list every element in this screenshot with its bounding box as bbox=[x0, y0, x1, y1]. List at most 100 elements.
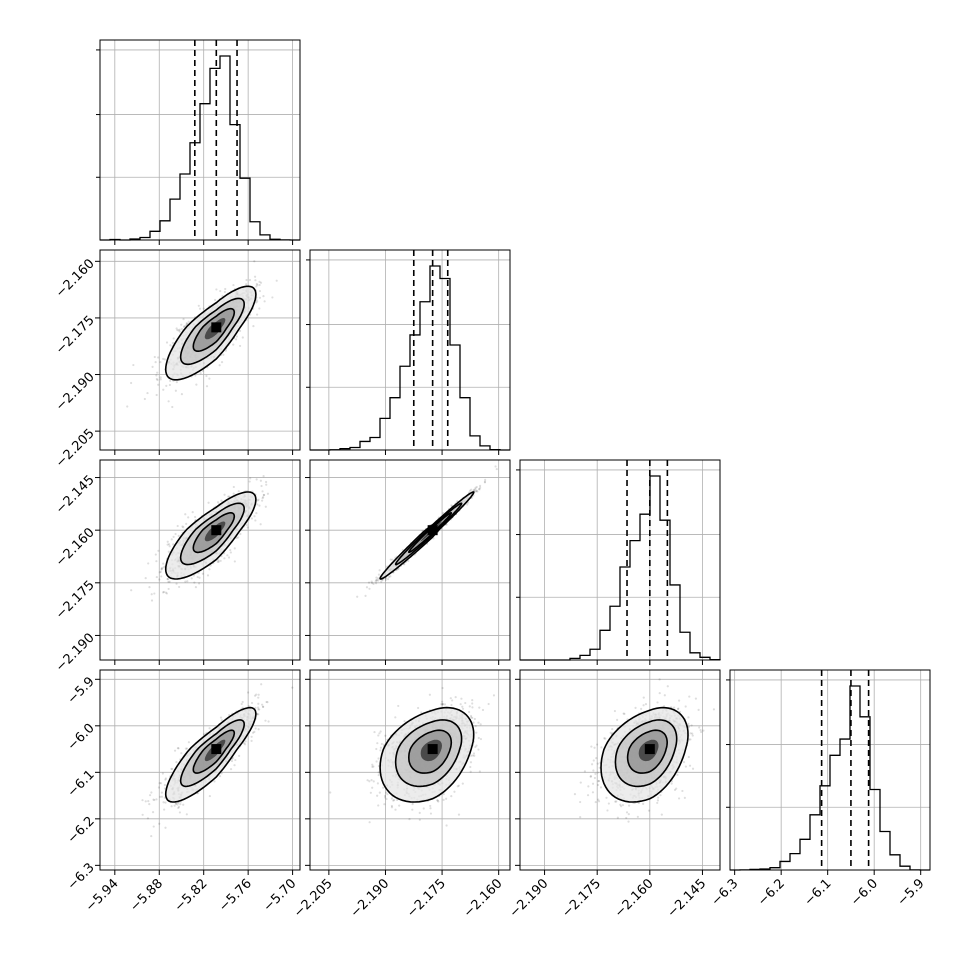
sample-point bbox=[258, 280, 261, 283]
sample-point bbox=[239, 532, 242, 536]
sample-point bbox=[194, 515, 197, 519]
sample-point bbox=[475, 489, 478, 493]
sample-point bbox=[470, 488, 473, 491]
sample-point bbox=[167, 580, 170, 583]
sample-point bbox=[208, 727, 211, 730]
density-peak bbox=[211, 525, 222, 536]
sample-point bbox=[162, 590, 166, 594]
sample-point bbox=[256, 300, 259, 303]
sample-point bbox=[159, 378, 162, 381]
sample-point bbox=[242, 742, 246, 745]
density-peak bbox=[427, 525, 438, 536]
sample-point bbox=[198, 576, 201, 579]
histogram-series-0 bbox=[100, 55, 300, 241]
sample-point bbox=[161, 772, 164, 775]
scatter-panel-1-0 bbox=[95, 249, 301, 455]
sample-point bbox=[155, 374, 158, 377]
sample-point bbox=[232, 283, 235, 287]
sample-point bbox=[255, 301, 258, 304]
sample-point bbox=[159, 570, 162, 573]
sample-point bbox=[163, 358, 166, 361]
sample-point bbox=[164, 777, 168, 780]
sample-point bbox=[257, 498, 260, 501]
sample-point bbox=[256, 284, 259, 287]
sample-point bbox=[193, 581, 196, 584]
sample-point bbox=[476, 490, 479, 493]
sample-point bbox=[219, 559, 222, 562]
sample-point bbox=[166, 540, 169, 543]
sample-point bbox=[176, 329, 179, 332]
sample-point bbox=[445, 523, 448, 526]
sample-point bbox=[364, 594, 367, 597]
sample-point bbox=[206, 574, 210, 577]
sample-point bbox=[146, 391, 149, 395]
sample-point bbox=[264, 505, 267, 508]
sample-point bbox=[494, 465, 497, 468]
sample-point bbox=[256, 503, 259, 506]
sample-point bbox=[237, 536, 240, 539]
sample-point bbox=[264, 719, 267, 722]
sample-point bbox=[163, 808, 166, 811]
sample-point bbox=[252, 325, 255, 328]
sample-point bbox=[258, 283, 261, 287]
sample-point bbox=[224, 287, 227, 291]
contour-line bbox=[192, 511, 236, 554]
sample-point bbox=[143, 397, 146, 401]
sample-point bbox=[227, 495, 230, 498]
sample-point bbox=[176, 524, 179, 528]
sample-point bbox=[165, 341, 169, 344]
sample-point bbox=[157, 549, 160, 552]
sample-point bbox=[177, 329, 180, 332]
sample-point bbox=[234, 758, 237, 762]
sample-point bbox=[174, 802, 178, 806]
sample-point bbox=[245, 283, 248, 286]
sample-point bbox=[232, 343, 235, 346]
sample-point bbox=[377, 577, 380, 580]
sample-point bbox=[187, 320, 190, 323]
hist-panel-3 bbox=[726, 669, 931, 875]
sample-point bbox=[161, 591, 165, 594]
hist-panel-1 bbox=[306, 249, 511, 455]
sample-point bbox=[229, 548, 232, 552]
density-peak bbox=[211, 322, 222, 333]
sample-point bbox=[479, 484, 482, 487]
sample-point bbox=[151, 365, 154, 368]
sample-point bbox=[258, 296, 262, 299]
sample-point bbox=[215, 288, 218, 291]
sample-point bbox=[168, 580, 171, 583]
sample-point bbox=[258, 504, 261, 507]
contour-line bbox=[407, 511, 453, 554]
sample-point bbox=[158, 822, 161, 825]
density-layer bbox=[141, 683, 294, 838]
sample-point bbox=[198, 307, 202, 310]
sample-point bbox=[169, 379, 172, 382]
sample-point bbox=[375, 576, 378, 579]
sample-point bbox=[192, 574, 196, 577]
sample-point bbox=[250, 517, 254, 520]
sample-point bbox=[255, 511, 258, 515]
sample-point bbox=[177, 747, 180, 750]
scatter-panel-3-0 bbox=[95, 669, 301, 875]
sample-point bbox=[162, 562, 165, 565]
sample-point bbox=[148, 586, 151, 589]
sample-point bbox=[172, 337, 175, 340]
sample-point bbox=[182, 318, 185, 321]
sample-point bbox=[185, 322, 188, 325]
sample-point bbox=[251, 731, 255, 734]
sample-point bbox=[368, 587, 371, 590]
sample-point bbox=[254, 279, 257, 282]
sample-point bbox=[220, 499, 223, 502]
sample-point bbox=[442, 511, 445, 515]
panel-frame bbox=[99, 39, 301, 241]
sample-point bbox=[202, 307, 205, 310]
sample-point bbox=[365, 586, 369, 589]
sample-point bbox=[367, 581, 371, 584]
sample-point bbox=[261, 499, 264, 502]
sample-point bbox=[175, 582, 178, 585]
sample-point bbox=[275, 279, 278, 282]
sample-point bbox=[169, 344, 172, 347]
sample-point bbox=[175, 381, 178, 384]
sample-point bbox=[184, 513, 187, 516]
sample-point bbox=[199, 372, 202, 375]
sample-point bbox=[249, 477, 252, 480]
